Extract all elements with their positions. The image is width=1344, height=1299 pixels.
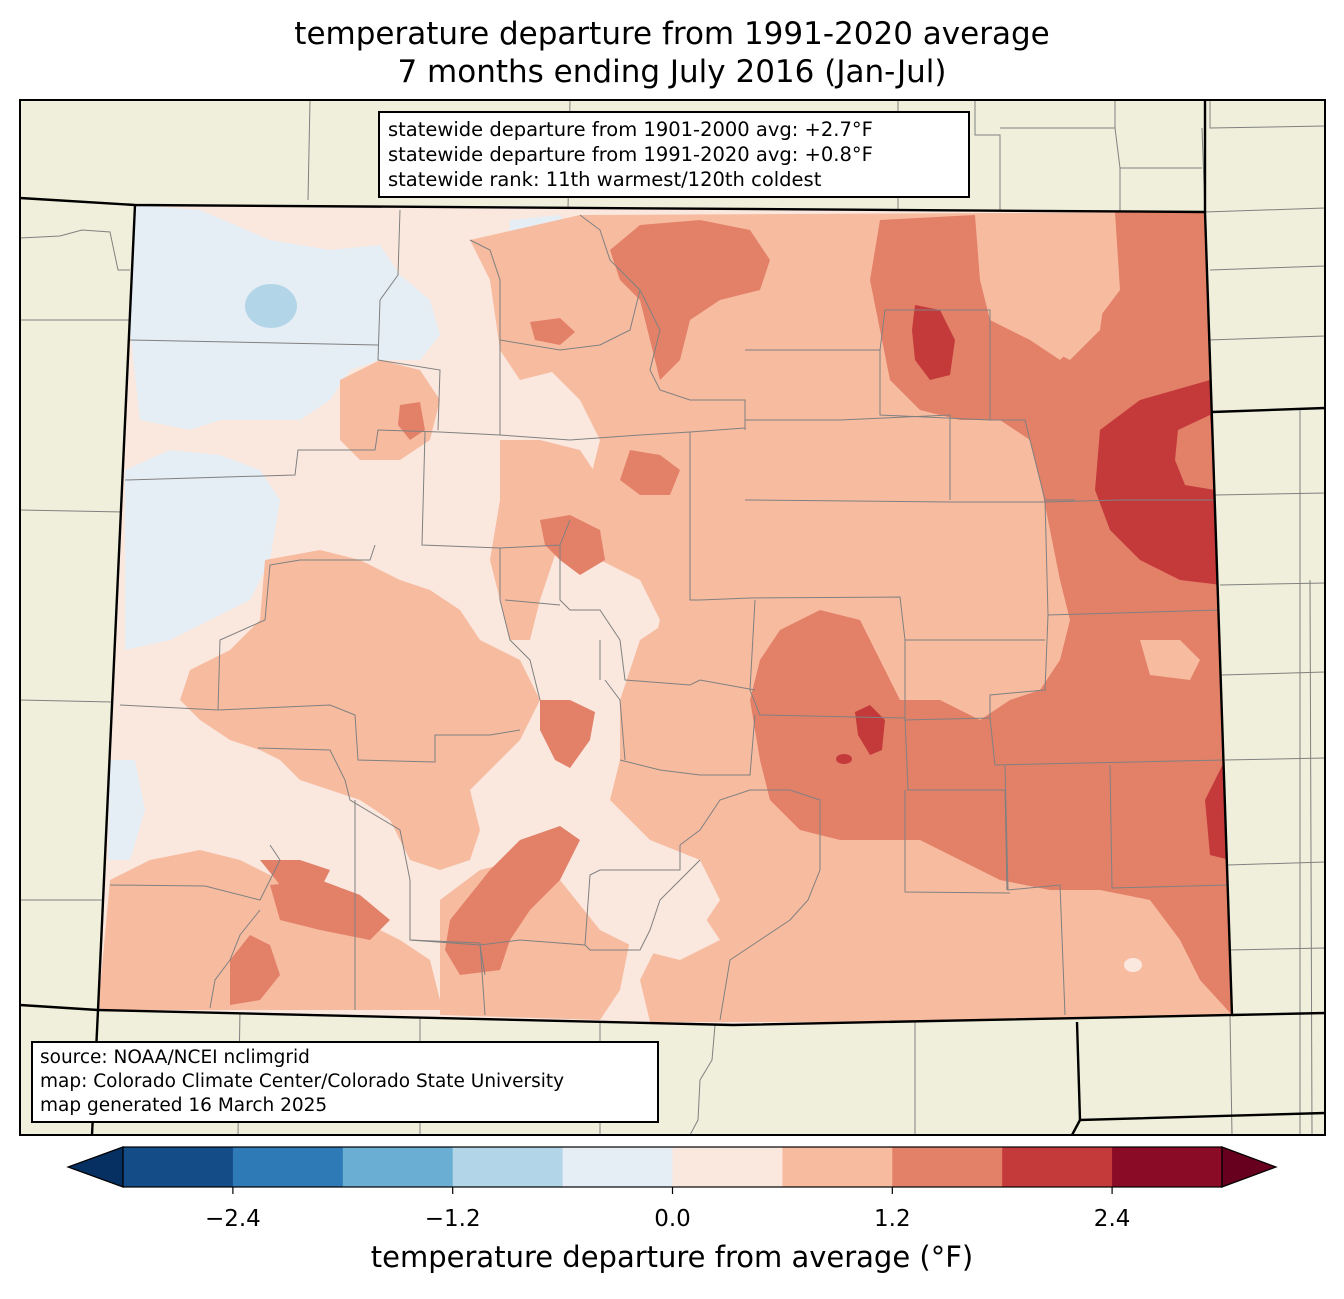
- colorbar-tick-label: 1.2: [874, 1206, 911, 1232]
- source-line: source: NOAA/NCEI nclimgrid: [40, 1047, 310, 1068]
- generated-date-line: map generated 16 March 2025: [40, 1095, 328, 1116]
- colorbar-bin: [672, 1147, 783, 1187]
- stats-line-rank: statewide rank: 11th warmest/120th colde…: [388, 168, 822, 191]
- colorbar-tick-label: −2.4: [204, 1206, 261, 1232]
- statewide-stats-box: statewide departure from 1901-2000 avg: …: [378, 111, 970, 198]
- colorbar-under-arrow: [66, 1146, 124, 1188]
- colorbar-bin: [1002, 1147, 1113, 1187]
- temperature-contours: [98, 205, 1232, 1025]
- colorbar-bin: [1112, 1147, 1223, 1187]
- colorbar-bin: [342, 1147, 454, 1187]
- stats-line-1901-2000: statewide departure from 1901-2000 avg: …: [388, 118, 873, 141]
- stats-line-1991-2020: statewide departure from 1991-2020 avg: …: [388, 143, 873, 166]
- map-title-line1: temperature departure from 1991-2020 ave…: [294, 16, 1050, 52]
- colorbar-tick-label: −1.2: [424, 1206, 481, 1232]
- colorado-county-lines: [109, 209, 1231, 1021]
- map-frame: [19, 99, 1326, 1136]
- colorbar-bin: [562, 1147, 673, 1187]
- colorbar-tick-label: 2.4: [1093, 1206, 1131, 1232]
- source-box: source: NOAA/NCEI nclimgrid map: Colorad…: [31, 1041, 659, 1123]
- colorbar: [66, 1146, 1278, 1194]
- map-title-line2: 7 months ending July 2016 (Jan-Jul): [397, 54, 947, 90]
- state-borders: [20, 100, 1325, 1135]
- colorbar-bin: [232, 1147, 344, 1187]
- map-credit-line: map: Colorado Climate Center/Colorado St…: [40, 1071, 565, 1092]
- colorbar-bin: [782, 1147, 893, 1187]
- colorbar-bin: [123, 1147, 234, 1187]
- colorbar-label: temperature departure from average (°F): [370, 1240, 974, 1274]
- colorbar-bin: [892, 1147, 1003, 1187]
- colorbar-bin: [452, 1147, 564, 1187]
- colorbar-tick-label: 0.0: [654, 1206, 691, 1232]
- colorbar-over-arrow: [1221, 1146, 1278, 1188]
